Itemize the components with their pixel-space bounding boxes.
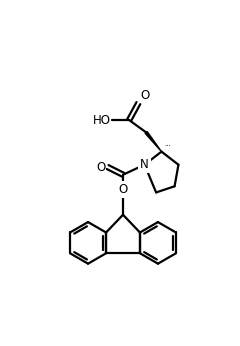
- Text: O: O: [118, 183, 128, 196]
- Polygon shape: [145, 131, 162, 152]
- Text: O: O: [96, 161, 105, 174]
- Text: N: N: [140, 158, 149, 171]
- Text: ···: ···: [164, 143, 171, 149]
- Text: O: O: [140, 89, 149, 102]
- Text: HO: HO: [93, 113, 111, 127]
